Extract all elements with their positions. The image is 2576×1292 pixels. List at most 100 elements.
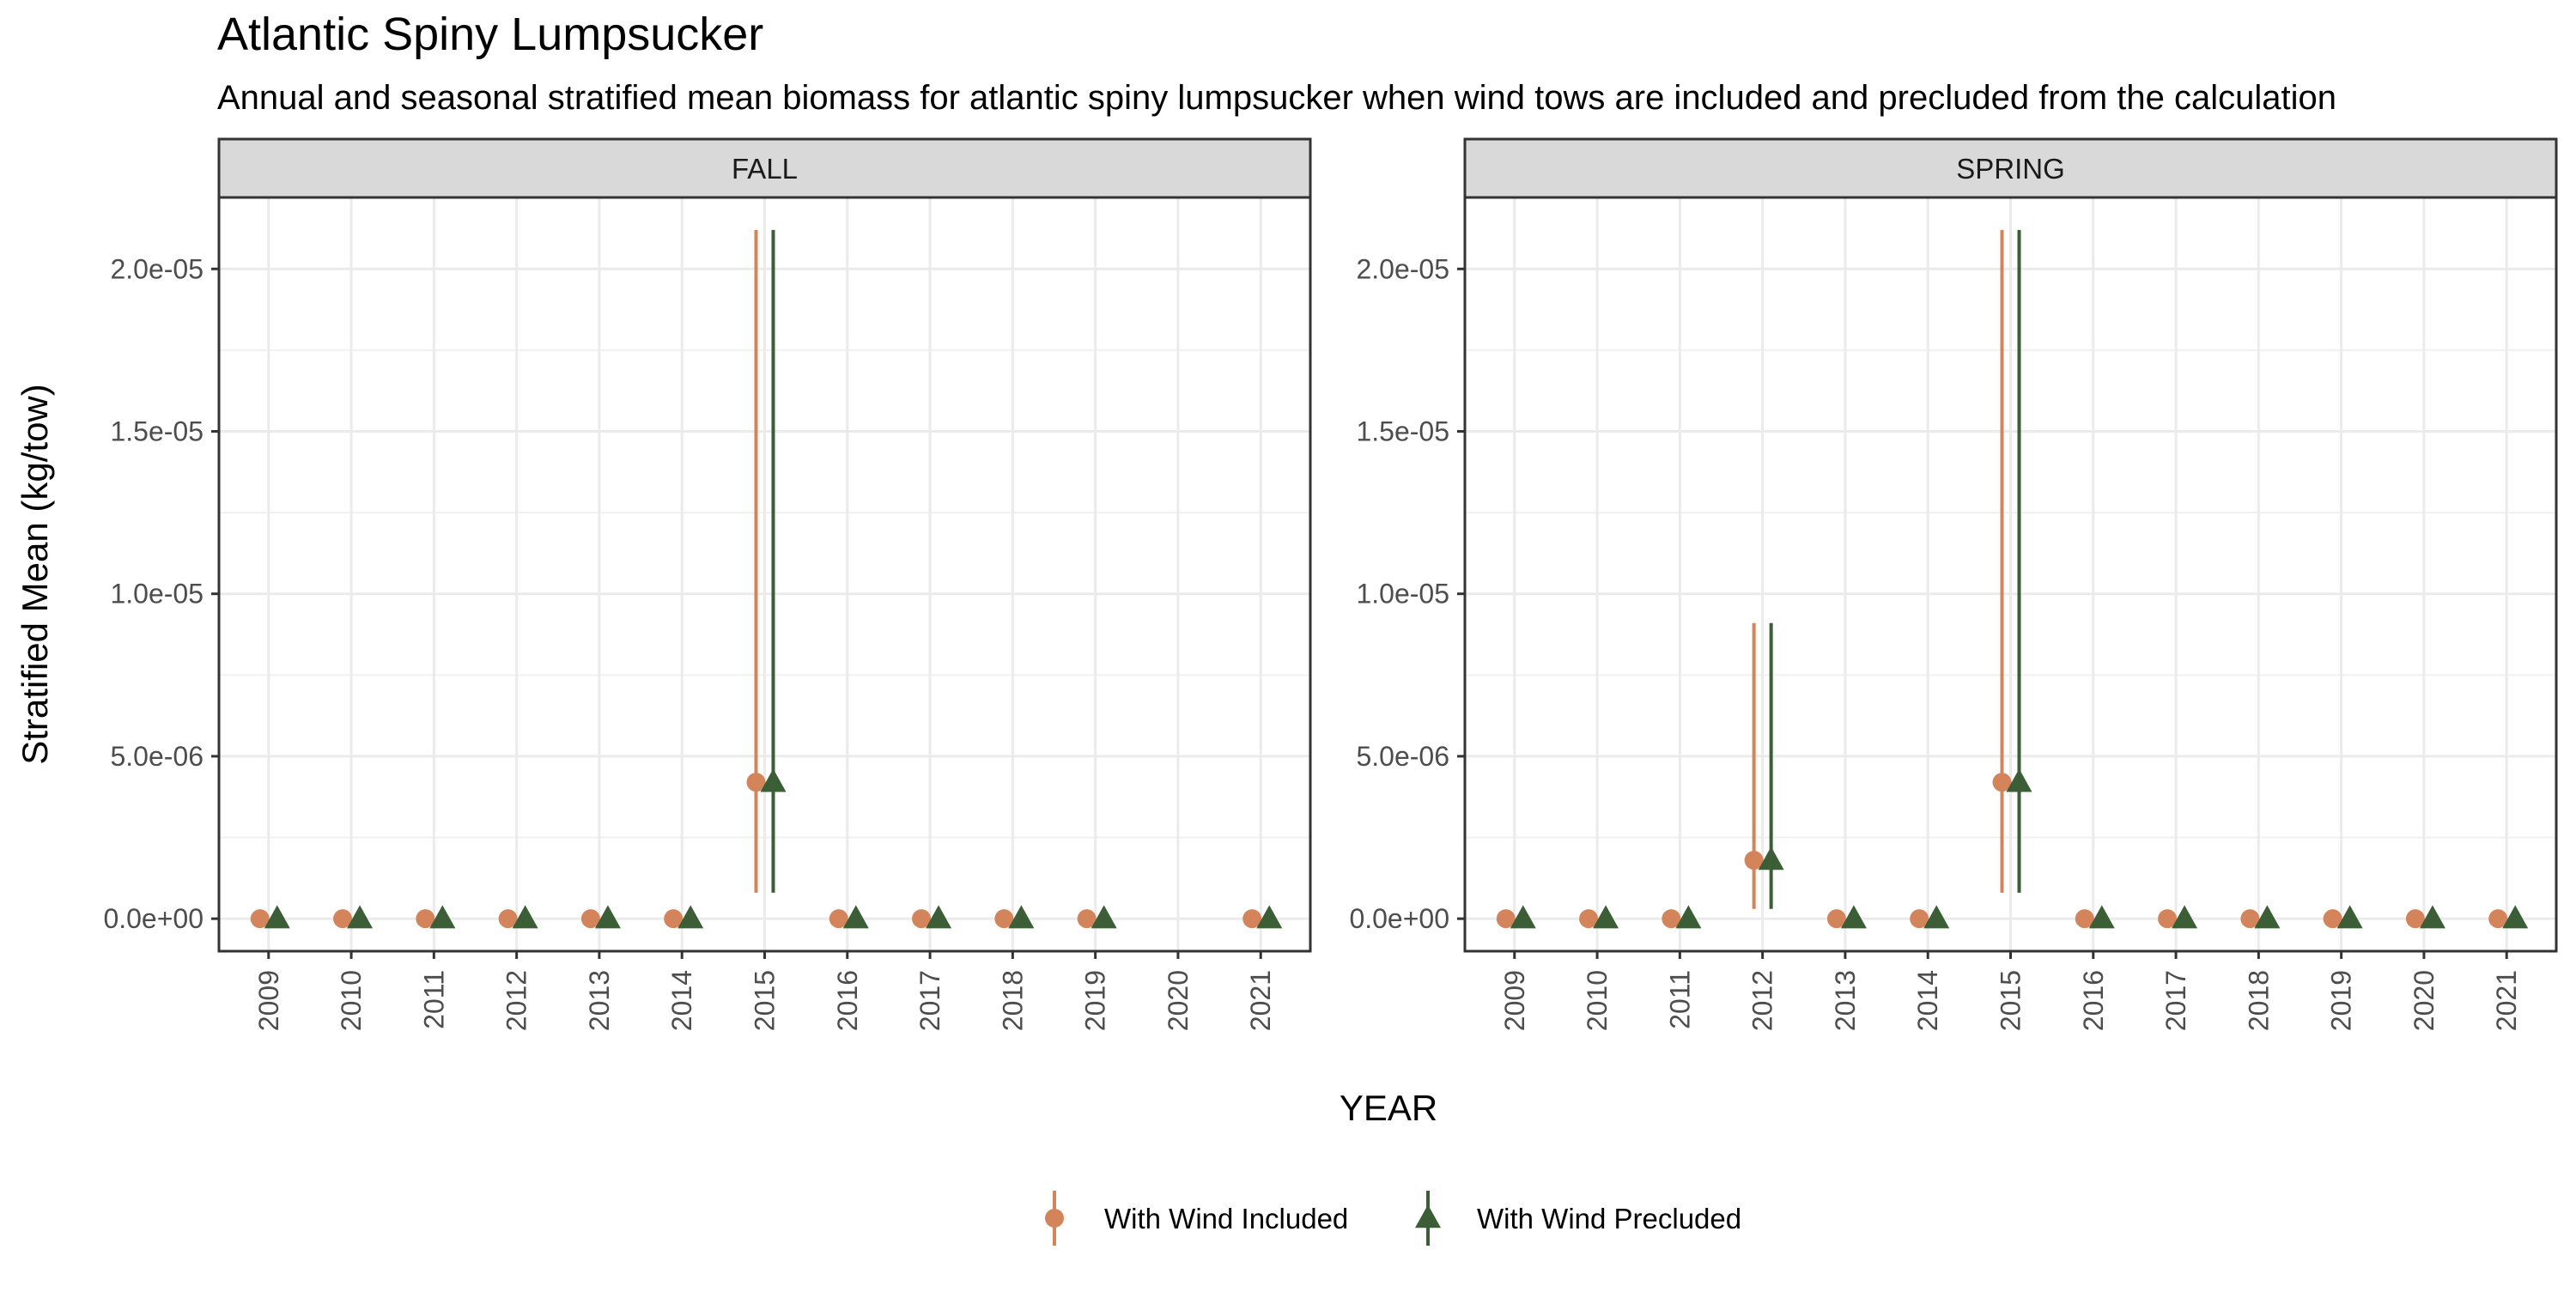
data-point-circle — [2488, 909, 2508, 929]
data-point-triangle — [429, 905, 456, 929]
x-tick-label: 2018 — [997, 970, 1028, 1031]
x-tick-label: 2016 — [832, 970, 863, 1031]
x-tick-label: 2012 — [1747, 970, 1778, 1031]
data-point-triangle — [594, 905, 621, 929]
data-point-circle — [1579, 909, 1599, 929]
data-point-circle — [250, 909, 270, 929]
data-point-circle — [1744, 851, 1764, 870]
y-tick-label: 2.0e-05 — [110, 253, 204, 284]
x-tick-label: 2011 — [1664, 970, 1695, 1029]
data-point-triangle — [1510, 905, 1536, 929]
data-point-circle — [2158, 909, 2178, 929]
data-point-circle — [1077, 909, 1097, 929]
y-tick-label: 2.0e-05 — [1356, 253, 1449, 284]
x-tick-label: 2017 — [914, 970, 945, 1031]
x-tick-label: 2009 — [253, 970, 284, 1031]
x-tick-label: 2015 — [750, 970, 781, 1031]
x-tick-label: 2011 — [418, 970, 449, 1029]
x-tick-label: 2021 — [2491, 970, 2522, 1031]
data-point-triangle — [1923, 905, 1950, 929]
data-point-circle — [1496, 909, 1516, 929]
data-point-circle — [1242, 909, 1262, 929]
x-tick-label: 2017 — [2160, 970, 2191, 1031]
data-point-triangle — [2254, 905, 2281, 929]
x-tick-label: 2014 — [666, 970, 697, 1031]
x-tick-label: 2018 — [2243, 970, 2274, 1031]
data-point-triangle — [2088, 905, 2115, 929]
y-tick-label: 0.0e+00 — [1349, 903, 1449, 934]
data-point-triangle — [842, 905, 869, 929]
legend-item-wind-included: With Wind Included — [1045, 1191, 1348, 1246]
data-point-triangle — [1256, 905, 1283, 929]
data-point-triangle — [1091, 905, 1117, 929]
data-point-circle — [2323, 909, 2342, 929]
data-point-triangle — [347, 905, 374, 929]
x-tick-label: 2010 — [1582, 970, 1613, 1031]
facet-label: SPRING — [1956, 153, 2065, 185]
data-point-circle — [1910, 909, 1929, 929]
data-point-circle — [580, 909, 600, 929]
data-point-triangle — [1008, 905, 1035, 929]
data-point-triangle — [2006, 768, 2032, 792]
series-wind-precluded — [264, 229, 1283, 929]
y-tick-label: 0.0e+00 — [103, 903, 204, 934]
legend-label: With Wind Included — [1104, 1203, 1348, 1234]
legend: With Wind Included With Wind Precluded — [1045, 1191, 1741, 1246]
series-wind-precluded — [1510, 229, 2529, 929]
data-point-triangle — [512, 905, 538, 929]
x-tick-label: 2009 — [1499, 970, 1530, 1031]
x-tick-label: 2013 — [584, 970, 615, 1031]
data-point-triangle — [2336, 905, 2363, 929]
data-point-circle — [2405, 909, 2425, 929]
x-tick-label: 2020 — [1163, 970, 1194, 1031]
x-tick-label: 2020 — [2409, 970, 2439, 1031]
legend-label: With Wind Precluded — [1477, 1203, 1741, 1234]
panels: FALL 0.0e+00 5.0e-06 1.0e-05 1.5e-05 2.0e-05 2… — [103, 137, 2558, 1031]
data-point-circle — [1662, 909, 1681, 929]
legend-key-triangle — [1415, 1204, 1441, 1228]
data-point-triangle — [2502, 905, 2529, 929]
data-point-circle — [1826, 909, 1846, 929]
facet-label: FALL — [732, 153, 798, 185]
chart-title: Atlantic Spiny Lumpsucker — [217, 9, 763, 60]
x-axis-label: YEAR — [1340, 1088, 1437, 1128]
chart-subtitle: Annual and seasonal stratified mean biom… — [217, 79, 2336, 117]
x-tick-label: 2012 — [501, 970, 532, 1031]
legend-item-wind-precluded: With Wind Precluded — [1415, 1191, 1741, 1246]
data-point-triangle — [1675, 905, 1702, 929]
y-tick-label: 1.0e-05 — [110, 579, 204, 610]
data-point-triangle — [264, 905, 290, 929]
data-point-circle — [912, 909, 932, 929]
facet-strip — [1463, 137, 2558, 199]
x-tick-label: 2021 — [1245, 970, 1276, 1031]
data-point-triangle — [1758, 846, 1784, 870]
data-point-circle — [664, 909, 683, 929]
data-point-triangle — [677, 905, 704, 929]
data-point-circle — [746, 773, 766, 792]
x-tick-label: 2015 — [1996, 970, 2026, 1031]
data-point-circle — [829, 909, 848, 929]
y-tick-label: 1.5e-05 — [110, 416, 204, 446]
y-tick-label: 1.5e-05 — [1356, 416, 1449, 446]
data-point-triangle — [2172, 905, 2198, 929]
series-wind-included — [1496, 229, 2508, 929]
data-point-circle — [416, 909, 435, 929]
series-wind-included — [250, 229, 1262, 929]
y-axis-label: Stratified Mean (kg/tow) — [15, 384, 55, 765]
data-point-triangle — [1593, 905, 1619, 929]
data-point-circle — [1992, 773, 2012, 792]
legend-key-circle — [1045, 1209, 1064, 1228]
y-tick-label: 5.0e-06 — [110, 741, 204, 772]
y-tick-label: 5.0e-06 — [1356, 741, 1449, 772]
data-point-circle — [498, 909, 518, 929]
data-point-circle — [2075, 909, 2094, 929]
data-point-triangle — [760, 768, 787, 792]
panel-fall: FALL 0.0e+00 5.0e-06 1.0e-05 1.5e-05 2.0e-05 2… — [103, 137, 1312, 1031]
data-point-triangle — [1840, 905, 1867, 929]
data-point-triangle — [2419, 905, 2445, 929]
data-point-circle — [333, 909, 353, 929]
x-tick-label: 2010 — [336, 970, 367, 1031]
data-point-circle — [2240, 909, 2260, 929]
